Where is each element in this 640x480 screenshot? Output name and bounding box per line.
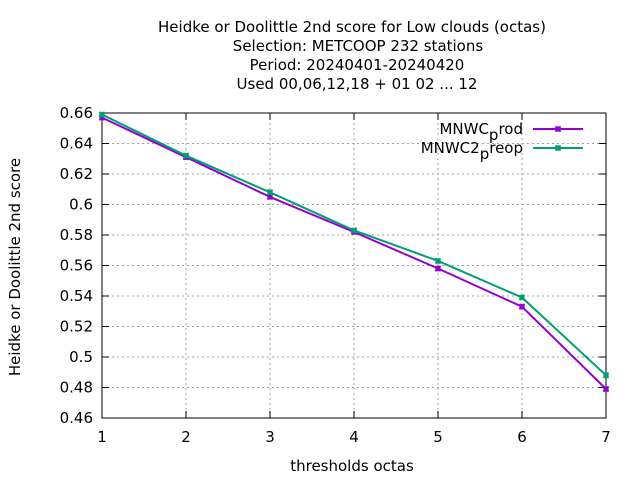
data-point — [518, 303, 526, 310]
x-tick-label: 4 — [349, 428, 359, 446]
legend-marker — [554, 144, 562, 152]
data-point — [98, 111, 106, 118]
y-tick-label: 0.6 — [69, 196, 93, 214]
chart-title: Heidke or Doolittle 2nd score for Low cl… — [158, 18, 546, 93]
title-line-2: Selection: METCOOP 232 stations — [233, 37, 484, 55]
y-tick-label: 0.66 — [60, 104, 93, 122]
title-line-3: Period: 20240401-20240420 — [250, 56, 465, 74]
data-point — [434, 257, 442, 265]
y-tick-label: 0.52 — [60, 318, 93, 336]
x-tick-label: 5 — [433, 428, 443, 446]
y-tick-label: 0.5 — [69, 348, 93, 366]
x-tick-label: 2 — [181, 428, 191, 446]
series — [98, 111, 610, 393]
y-axis-label: Heidke or Doolittle 2nd score — [6, 158, 24, 376]
data-point — [434, 265, 442, 272]
legend-marker — [554, 125, 562, 133]
data-point — [350, 227, 358, 234]
x-tick-label: 1 — [97, 428, 107, 446]
title-line-1: Heidke or Doolittle 2nd score for Low cl… — [158, 18, 546, 36]
data-point — [266, 188, 274, 196]
y-tick-label: 0.46 — [60, 409, 93, 427]
series-2 — [98, 111, 610, 379]
y-tick-label: 0.48 — [60, 379, 93, 397]
data-point — [602, 385, 610, 393]
data-point — [602, 371, 610, 379]
x-tick-label: 3 — [265, 428, 275, 446]
y-tick-label: 0.62 — [60, 165, 93, 183]
x-axis-label: thresholds octas — [290, 457, 414, 475]
axes: 0.46 0.48 0.5 0.52 0.54 0.56 0.58 0.6 0.62 0.64 0.… — [60, 104, 611, 446]
data-point — [518, 294, 526, 301]
y-tick-label: 0.54 — [60, 287, 93, 305]
y-tick-label: 0.58 — [60, 226, 93, 244]
x-tick-label: 6 — [517, 428, 527, 446]
legend-label: MNWC2preop — [421, 139, 523, 163]
legend-entry-2: MNWC2preop — [421, 139, 583, 163]
y-tick-label: 0.56 — [60, 257, 93, 275]
grid — [102, 113, 606, 418]
title-line-4: Used 00,06,12,18 + 01 02 ... 12 — [237, 75, 478, 93]
data-point — [182, 152, 190, 160]
x-tick-label: 7 — [601, 428, 611, 446]
y-tick-label: 0.64 — [60, 135, 93, 153]
